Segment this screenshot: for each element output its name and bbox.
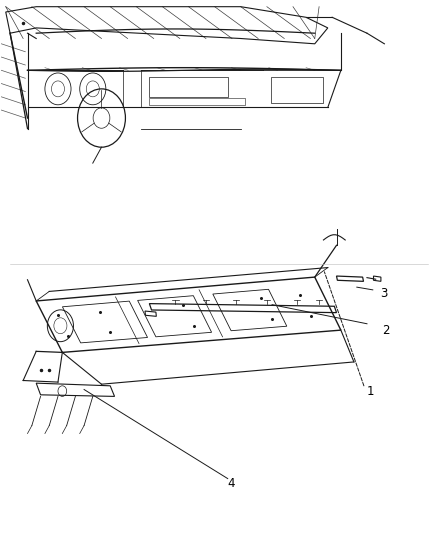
Text: 4: 4 [228, 478, 235, 490]
Text: 1: 1 [367, 385, 374, 398]
Text: 3: 3 [380, 287, 387, 300]
Bar [271, 77, 323, 103]
Text: 2: 2 [382, 324, 390, 337]
Bar [149, 99, 245, 105]
Bar [149, 77, 228, 97]
